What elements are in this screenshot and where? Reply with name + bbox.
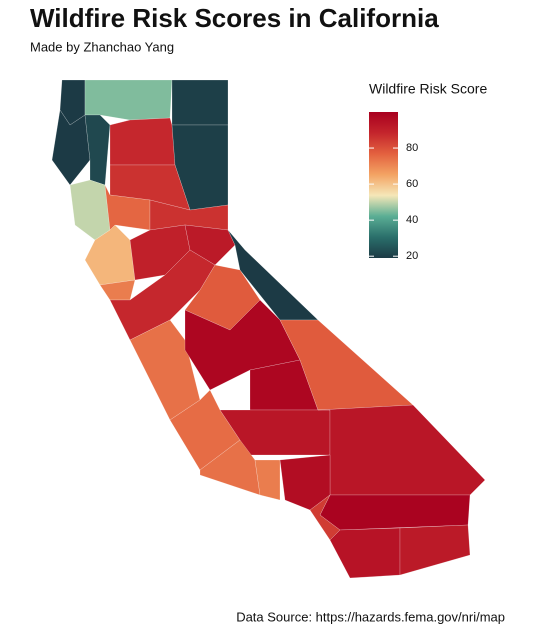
county (184, 224, 236, 266)
county (317, 404, 486, 496)
county (329, 527, 401, 579)
county (84, 114, 111, 186)
county (399, 524, 471, 576)
legend-title: Wildfire Risk Score (369, 81, 487, 97)
colorbar (369, 112, 398, 258)
caption: Data Source: https://hazards.fema.gov/nr… (236, 609, 505, 624)
county (109, 117, 176, 166)
county (84, 79, 173, 121)
county (309, 494, 341, 541)
colorbar-tick-label: 60 (406, 178, 418, 190)
county (254, 459, 281, 501)
chart-title: Wildfire Risk Scores in California (30, 3, 439, 33)
colorbar-tick-label: 40 (406, 214, 418, 226)
chart-subtitle: Made by Zhanchao Yang (30, 39, 174, 54)
colorbar-tick-label: 20 (406, 250, 418, 262)
county (69, 179, 111, 241)
map (51, 79, 486, 579)
colorbar-tick-label: 80 (406, 142, 418, 154)
county (171, 79, 229, 126)
county (319, 494, 471, 531)
